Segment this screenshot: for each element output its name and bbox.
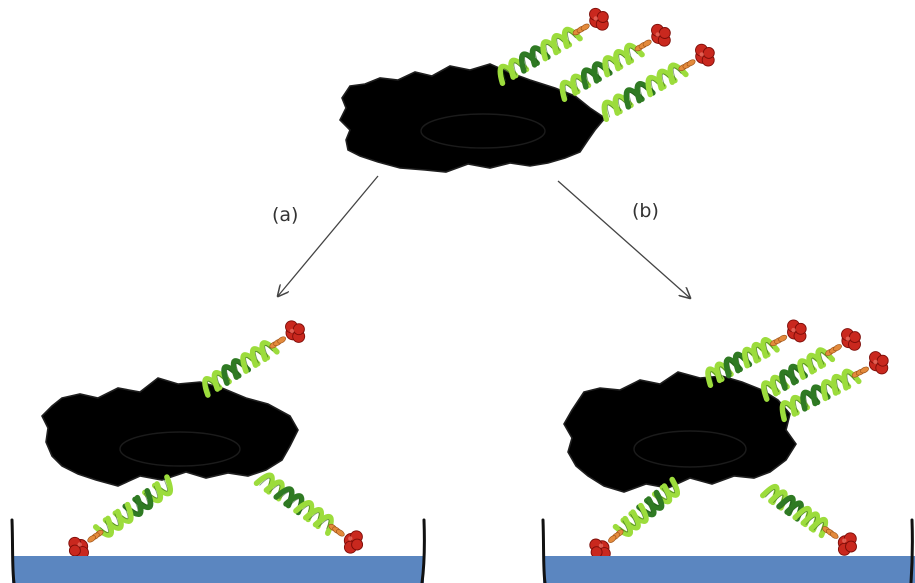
substrate-a	[12, 556, 424, 583]
label-path-b: (b)	[632, 200, 659, 222]
label-path-a: (a)	[272, 204, 299, 226]
receptor-head	[589, 7, 609, 31]
receptor-head	[651, 23, 671, 47]
free-cell	[339, 63, 607, 173]
linker-segment	[336, 529, 345, 537]
helix-module	[312, 513, 334, 536]
receptor-head	[837, 532, 857, 556]
dish-wall-right-b	[909, 518, 914, 583]
linker-segment	[277, 336, 287, 344]
dish-wall-left-b	[541, 518, 547, 583]
helix-module	[259, 340, 280, 363]
helix-module	[612, 515, 634, 537]
receptor-b-bound-left	[589, 476, 681, 561]
receptor-head	[841, 328, 861, 351]
helix-module	[561, 26, 583, 50]
helix-module	[760, 337, 780, 359]
dish-wall-right-a	[420, 518, 426, 583]
receptor-top-1	[497, 7, 609, 86]
receptor-a-bound-right	[253, 472, 364, 554]
receptor-b-bound-right	[760, 484, 857, 556]
helix-module	[667, 62, 689, 85]
helix-module	[815, 347, 836, 369]
substrate-b	[543, 556, 915, 583]
linker-segment	[860, 366, 869, 374]
helix-module	[841, 368, 862, 391]
dish-wall-left-a	[10, 518, 16, 583]
receptor-head	[787, 319, 807, 343]
nucleus-b	[633, 430, 747, 468]
dish-a	[10, 518, 426, 583]
nucleus-top	[420, 113, 546, 149]
receptors	[68, 7, 889, 561]
receptor-b-free-2	[761, 328, 861, 402]
receptor-b-free-3	[779, 351, 889, 423]
arrow-a	[278, 175, 379, 296]
receptor-head	[343, 530, 364, 554]
helix-module	[623, 42, 645, 66]
helix-module	[808, 517, 829, 539]
arrow-b	[557, 180, 690, 298]
cell-a	[41, 377, 299, 487]
receptor-head	[695, 43, 715, 67]
helix-module	[92, 515, 115, 538]
linker-segment	[608, 535, 617, 543]
cell-b	[563, 371, 797, 493]
linker-segment	[642, 39, 652, 47]
receptor-head	[589, 538, 611, 561]
receptor-head	[868, 351, 889, 375]
receptor-a-free	[202, 320, 306, 398]
dish-b	[541, 518, 915, 583]
linker-segment	[580, 23, 590, 31]
linker-segment	[829, 531, 839, 539]
receptor-head	[285, 320, 306, 343]
linker-segment	[833, 344, 842, 352]
linker-segment	[87, 535, 96, 543]
receptor-b-free-1	[705, 319, 807, 389]
linker-segment	[686, 59, 696, 67]
receptor-top-2	[559, 23, 671, 102]
nucleus-a	[119, 431, 241, 467]
receptor-head	[68, 536, 89, 560]
receptor-a-bound-left	[68, 474, 174, 560]
receptor-top-3	[601, 43, 715, 123]
linker-segment	[778, 334, 788, 342]
